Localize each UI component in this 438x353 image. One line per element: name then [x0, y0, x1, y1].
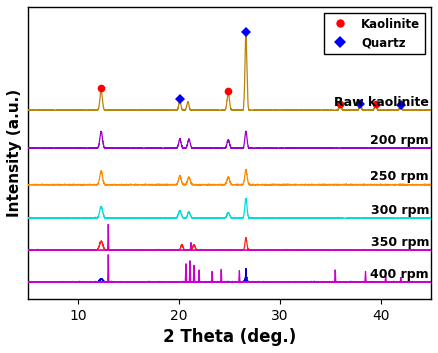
Text: 400 rpm: 400 rpm	[371, 268, 429, 281]
Legend: Kaolinite, Quartz: Kaolinite, Quartz	[324, 13, 425, 54]
Text: Raw kaolinite: Raw kaolinite	[334, 96, 429, 109]
X-axis label: 2 Theta (deg.): 2 Theta (deg.)	[162, 328, 296, 346]
Text: 250 rpm: 250 rpm	[371, 170, 429, 183]
Text: 350 rpm: 350 rpm	[371, 235, 429, 249]
Text: 200 rpm: 200 rpm	[371, 134, 429, 147]
Text: 300 rpm: 300 rpm	[371, 204, 429, 217]
Y-axis label: Intensity (a.u.): Intensity (a.u.)	[7, 89, 22, 217]
